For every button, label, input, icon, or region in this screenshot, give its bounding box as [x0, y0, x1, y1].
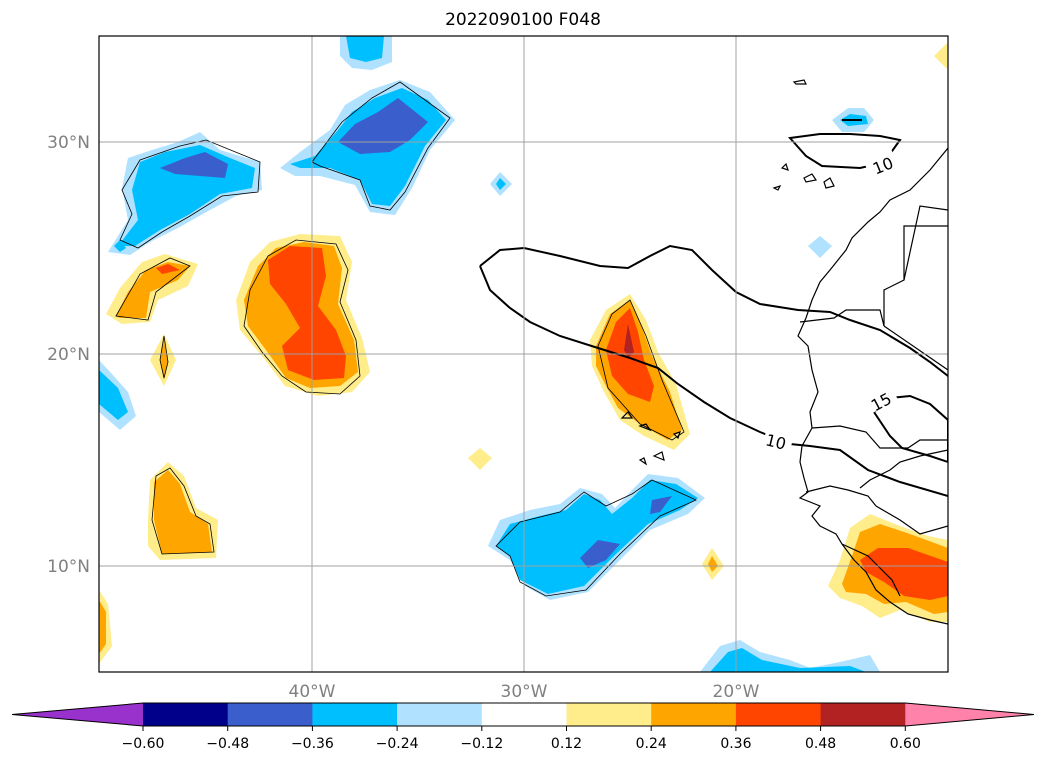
colorbar-segment — [820, 703, 906, 726]
isoline-label-south: 10 — [764, 430, 788, 453]
isoline-10-band — [479, 244, 948, 377]
outline-central — [597, 299, 685, 441]
map-title: 2022090100 F048 — [445, 10, 601, 30]
colorbar-extend-high — [905, 703, 1034, 726]
neg-blob-south-center2 — [650, 496, 672, 514]
outline-west-pos — [243, 239, 361, 395]
negative-anomaly-regions — [99, 36, 880, 672]
colorbar-tick-label: −0.36 — [291, 736, 334, 752]
colorbar-segment — [143, 703, 229, 726]
colorbar-segment — [227, 703, 313, 726]
neg-dot-4 — [114, 240, 126, 252]
colorbar-segment — [651, 703, 737, 726]
neg-dot-1-core — [496, 178, 506, 190]
colorbar-tick-label: 0.36 — [720, 736, 751, 752]
colorbar-tick-label: 0.24 — [636, 736, 667, 752]
cv-3 — [652, 451, 665, 461]
map-frame — [98, 35, 949, 673]
colorbar-tick-label: −0.60 — [122, 736, 165, 752]
outline-nw-small — [115, 257, 191, 321]
pos-blob-central-peak — [624, 324, 634, 358]
border-2 — [883, 225, 948, 326]
cv-1 — [620, 411, 634, 419]
graticule — [99, 36, 948, 672]
cv-2 — [638, 423, 652, 432]
isoline-10-south — [479, 265, 948, 497]
colorbar-segment — [566, 703, 652, 726]
lat-label-10n: 10°N — [47, 557, 90, 577]
colorbar-tick-label: 0.12 — [551, 736, 582, 752]
colorbar: −0.60 −0.48 −0.36 −0.24 −0.12 0.12 0.24 0.36 0.4… — [11, 702, 1035, 752]
cv-4 — [638, 457, 648, 466]
lon-label-30w: 30°W — [501, 682, 548, 702]
outline-south — [495, 479, 697, 597]
canary-4 — [823, 177, 835, 189]
pos-blob-sw-edge-mid — [99, 600, 106, 654]
border-5 — [805, 485, 877, 507]
colorbar-extend-low — [12, 703, 143, 726]
canary-5 — [772, 184, 782, 191]
border-7 — [841, 543, 901, 597]
border-1 — [799, 309, 885, 327]
colorbar-segment — [312, 703, 398, 726]
positive-anomaly-regions — [99, 44, 948, 664]
border-3 — [883, 325, 948, 371]
neg-blob-nw-center — [160, 152, 228, 178]
canary-1 — [792, 79, 807, 85]
neg-blob-west-core — [99, 370, 128, 420]
colorbar-segment — [397, 703, 483, 726]
lat-label-20n: 20°N — [47, 345, 90, 365]
colorbar-tick-label: 0.60 — [890, 736, 921, 752]
colorbar-tick-label: 0.48 — [805, 736, 836, 752]
outline-nw — [119, 139, 261, 249]
pos-dot-1 — [468, 448, 492, 470]
colorbar-tick-label: −0.24 — [376, 736, 419, 752]
neg-blob-top-core — [346, 36, 384, 62]
lon-label-20w: 20°W — [713, 682, 760, 702]
pos-blob-west-core — [268, 246, 346, 380]
anomaly-outlines — [115, 81, 697, 597]
neg-dot-2 — [808, 236, 832, 258]
island-1 — [672, 431, 681, 440]
lon-label-40w: 40°W — [289, 682, 336, 702]
outline-north — [311, 81, 451, 211]
colorbar-segment — [481, 703, 567, 726]
colorbar-tick-label: −0.48 — [206, 736, 249, 752]
pos-blob-nw-small-core — [156, 264, 180, 274]
isolines — [479, 119, 948, 497]
pos-dot-3 — [934, 44, 948, 68]
coastline — [620, 79, 948, 625]
pos-blob-se-core — [860, 548, 948, 600]
colorbar-segment — [735, 703, 822, 726]
isoline-15 — [872, 394, 948, 464]
map-area: 10 15 10 — [99, 36, 948, 672]
outline-sliver — [159, 335, 169, 379]
border-6 — [875, 505, 948, 535]
neg-blob-bottom-core — [710, 648, 866, 672]
neg-blob-south-center — [580, 540, 620, 568]
pos-dot-2-core — [708, 556, 718, 572]
lat-label-30n: 30°N — [47, 133, 90, 153]
pos-blob-sw-mid — [154, 470, 212, 554]
neg-blob-north-center — [338, 98, 428, 154]
outline-sw — [151, 467, 215, 555]
canary-2 — [780, 162, 789, 171]
border-8 — [903, 205, 948, 281]
pos-blob-nw-small-mid — [116, 262, 190, 318]
canary-3 — [803, 173, 817, 183]
colorbar-tick-label: −0.12 — [460, 736, 503, 752]
border-4 — [811, 425, 948, 449]
